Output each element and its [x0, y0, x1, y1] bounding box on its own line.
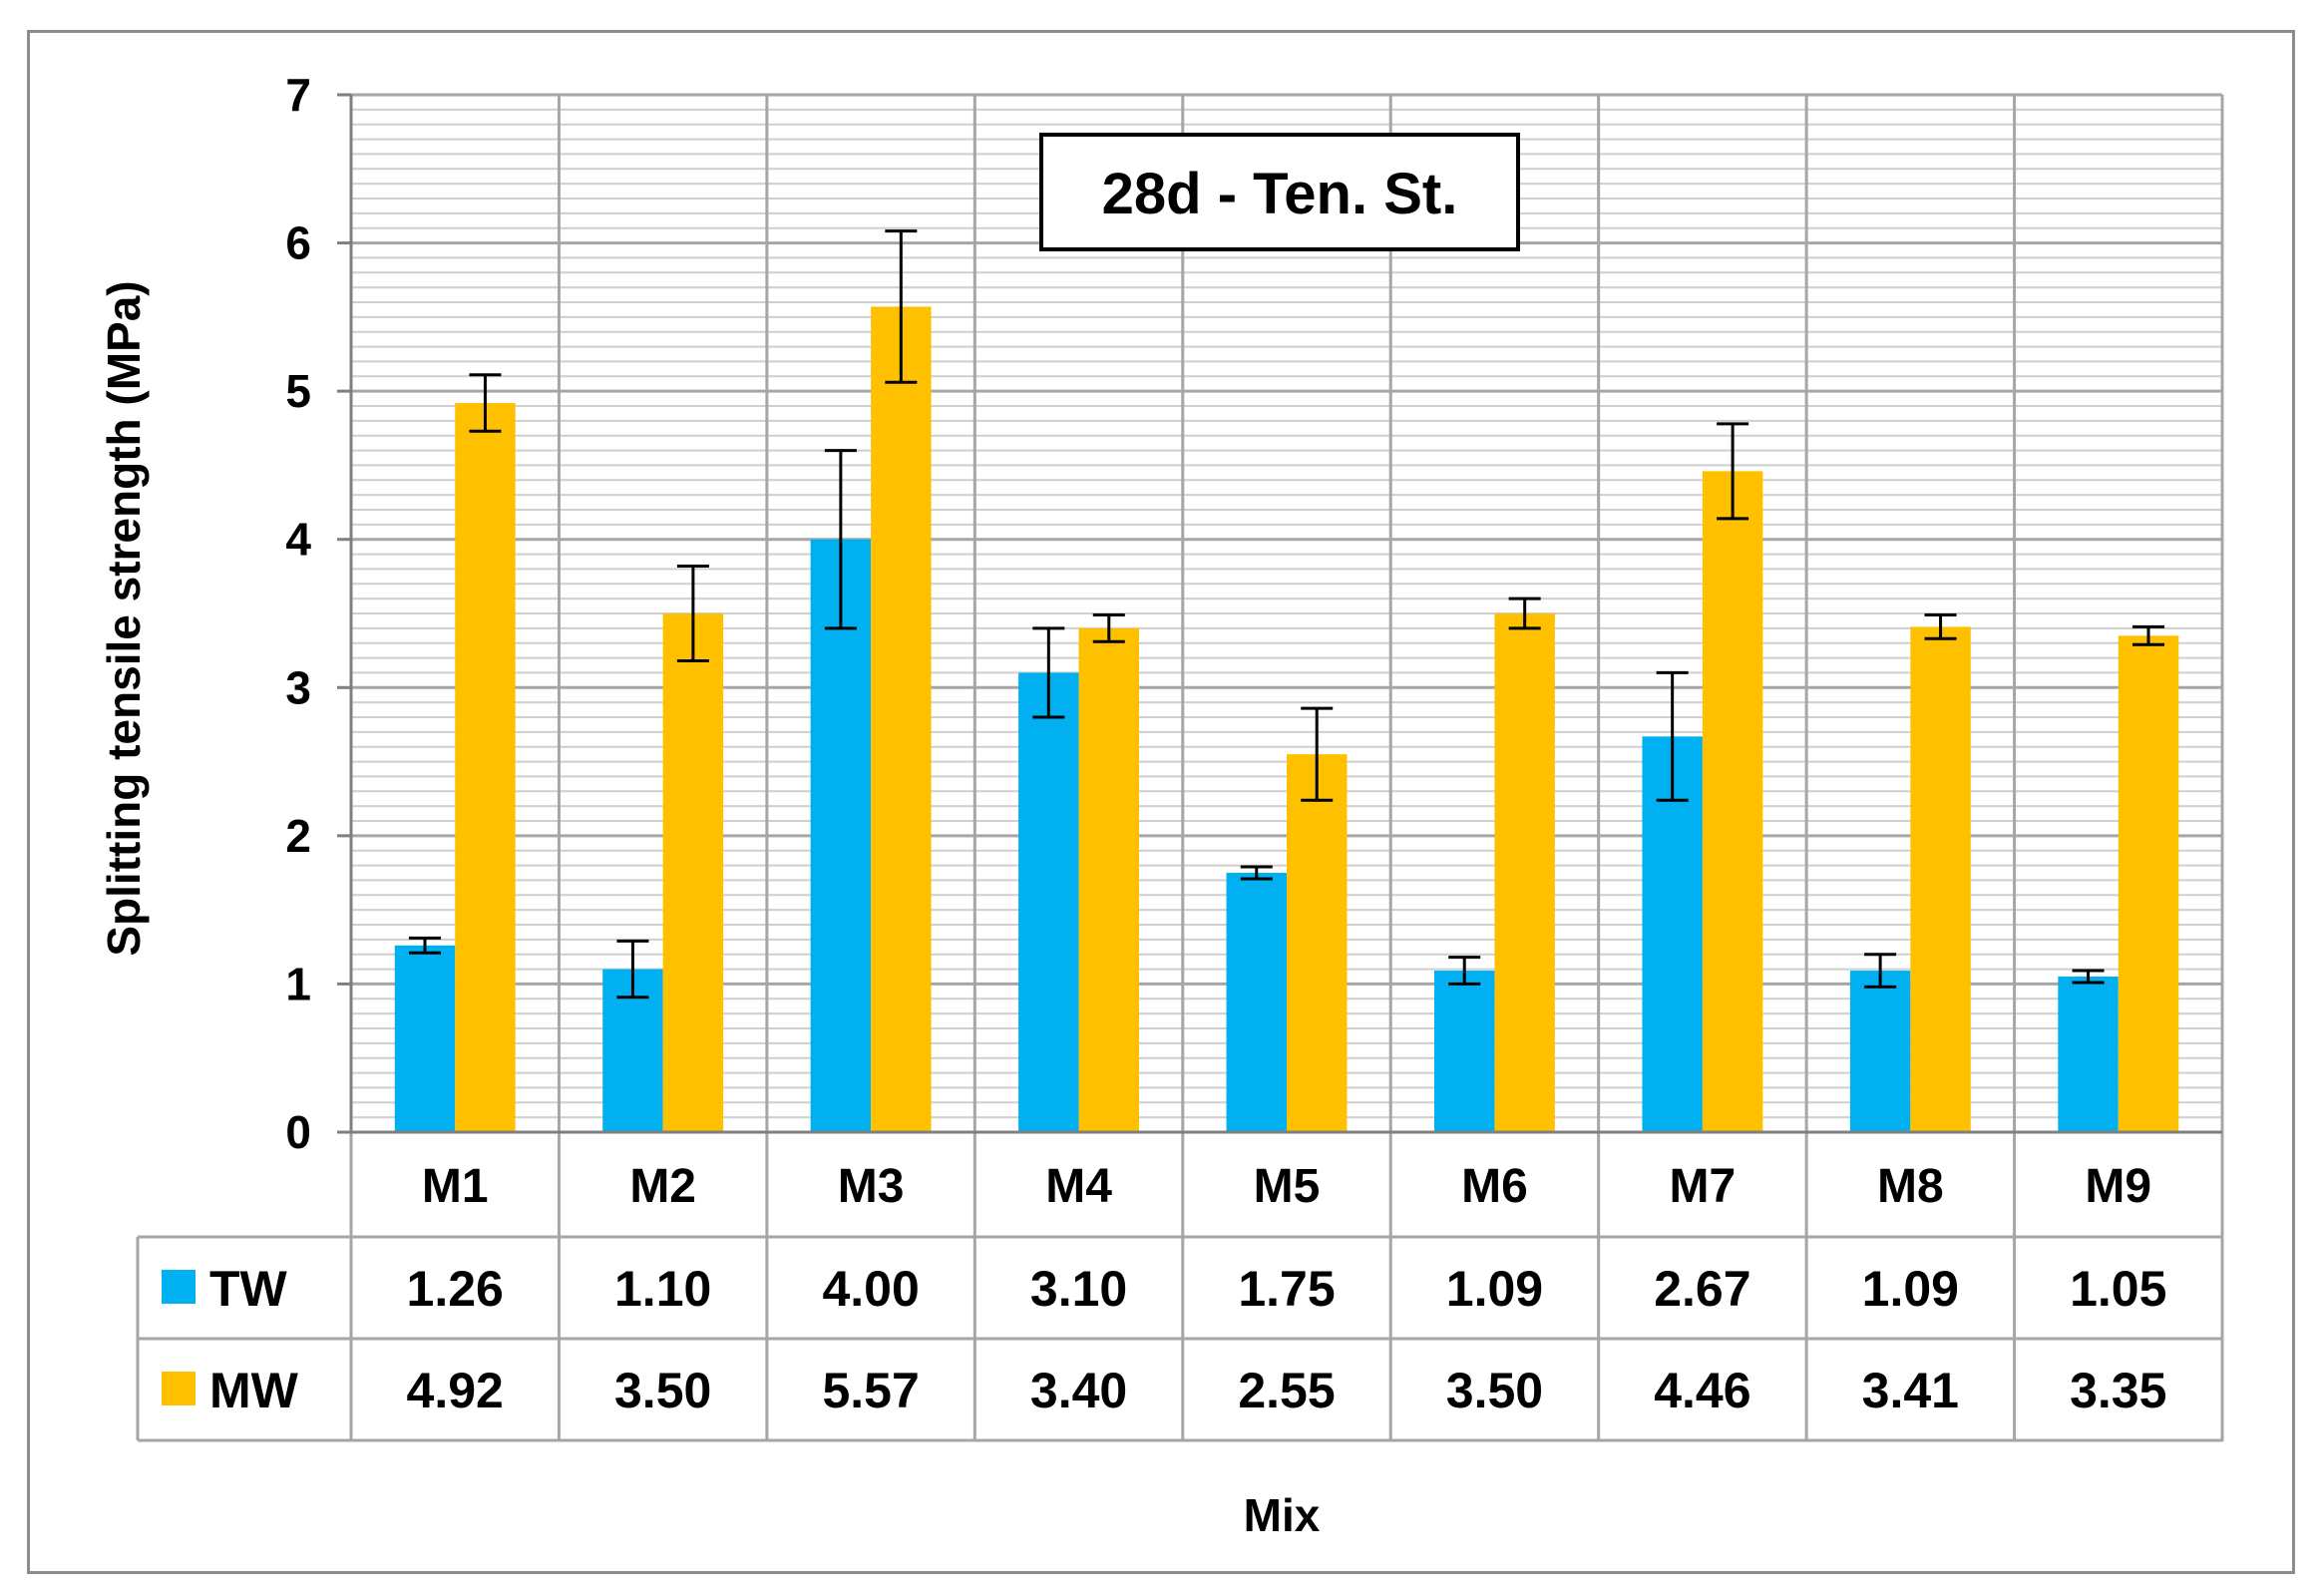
- bar-tw-m9: [2058, 977, 2119, 1132]
- category-label-m5: M5: [1254, 1160, 1321, 1213]
- table-value-mw-m7: 4.46: [1654, 1363, 1750, 1418]
- category-label-m4: M4: [1045, 1160, 1112, 1213]
- table-value-tw-m8: 1.09: [1862, 1261, 1959, 1317]
- bar-tw-m5: [1226, 873, 1287, 1132]
- y-tick-label: 6: [285, 217, 311, 269]
- table-value-tw-m3: 4.00: [822, 1261, 919, 1317]
- bar-tw-m8: [1849, 971, 1911, 1132]
- bar-mw-m9: [2118, 635, 2179, 1132]
- bar-mw-m4: [1078, 627, 1140, 1132]
- category-label-m8: M8: [1877, 1160, 1944, 1213]
- legend-swatch-tw: [162, 1270, 195, 1304]
- bar-mw-m3: [871, 306, 932, 1132]
- bar-mw-m2: [662, 613, 724, 1132]
- category-label-m7: M7: [1670, 1160, 1737, 1213]
- table-value-tw-m9: 1.05: [2070, 1261, 2166, 1317]
- y-axis: 0 1 2 3 4 5 6 7: [285, 69, 2222, 1158]
- bar-tw-m4: [1018, 672, 1079, 1132]
- category-label-m9: M9: [2085, 1160, 2151, 1213]
- table-value-mw-m5: 2.55: [1238, 1363, 1335, 1418]
- bar-tw-m6: [1433, 971, 1495, 1132]
- chart-title-border: [1039, 133, 1520, 251]
- table-value-mw-m8: 3.41: [1862, 1363, 1959, 1418]
- y-tick-label: 1: [285, 958, 311, 1009]
- legend-swatch-mw: [162, 1372, 195, 1405]
- table-value-mw-m3: 5.57: [822, 1363, 919, 1418]
- y-axis-title: Splitting tensile strength (MPa): [98, 280, 150, 956]
- chart-title-box: 28d - Ten. St.: [1039, 133, 1520, 251]
- table-value-mw-m6: 3.50: [1446, 1363, 1543, 1418]
- y-tick-label: 4: [285, 514, 311, 566]
- y-tick-label: 2: [285, 810, 311, 862]
- table-value-tw-m6: 1.09: [1446, 1261, 1543, 1317]
- data-table: M1 M2 M3 M4 M5 M6 M7 M8 M9 TW 1.26 1.10 4.00 3.10 1.75…: [136, 1160, 2222, 1442]
- bar-tw-m1: [394, 945, 456, 1132]
- table-value-mw-m2: 3.50: [614, 1363, 711, 1418]
- y-tick-label: 0: [285, 1106, 311, 1158]
- y-tick-label: 7: [285, 69, 311, 121]
- table-value-mw-m1: 4.92: [407, 1363, 504, 1418]
- legend-label-tw: TW: [209, 1261, 288, 1317]
- table-value-tw-m4: 3.10: [1030, 1261, 1127, 1317]
- bar-tw-m3: [810, 539, 872, 1132]
- bar-mw-m8: [1910, 626, 1971, 1132]
- bar-mw-m6: [1494, 613, 1555, 1132]
- table-value-mw-m9: 3.35: [2070, 1363, 2166, 1418]
- x-axis-title: Mix: [1244, 1489, 1321, 1541]
- bar-tw-m7: [1642, 736, 1703, 1132]
- category-label-m2: M2: [629, 1160, 696, 1213]
- category-label-m3: M3: [838, 1160, 905, 1213]
- legend-label-mw: MW: [209, 1363, 299, 1418]
- table-value-tw-m1: 1.26: [407, 1261, 504, 1317]
- bar-mw-m1: [455, 403, 516, 1132]
- bar-mw-m7: [1702, 471, 1763, 1132]
- y-tick-label: 3: [285, 661, 311, 713]
- table-value-tw-m5: 1.75: [1238, 1261, 1335, 1317]
- table-value-tw-m7: 2.67: [1654, 1261, 1750, 1317]
- chart-title: 28d - Ten. St.: [1102, 162, 1458, 226]
- y-tick-label: 5: [285, 365, 311, 417]
- error-bar-layer: [408, 229, 2165, 999]
- category-label-m1: M1: [422, 1160, 489, 1213]
- bar-layer: [394, 306, 2179, 1132]
- category-label-m6: M6: [1461, 1160, 1528, 1213]
- table-value-tw-m2: 1.10: [614, 1261, 711, 1317]
- table-value-mw-m4: 3.40: [1030, 1363, 1127, 1418]
- bar-mw-m5: [1287, 754, 1348, 1132]
